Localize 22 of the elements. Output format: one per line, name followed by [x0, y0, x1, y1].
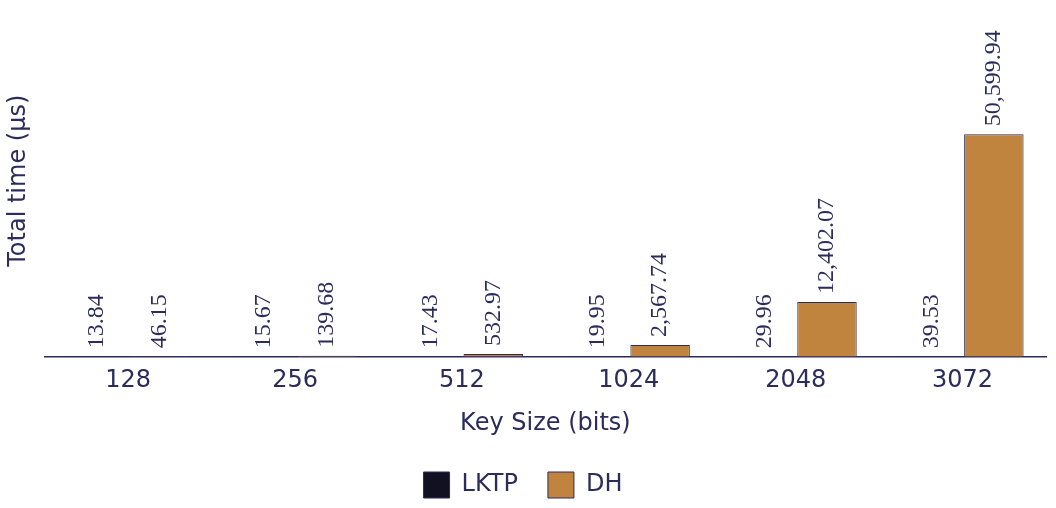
- legend-label: DH: [585, 469, 623, 498]
- data-label: 39.53: [916, 294, 943, 349]
- x-tick-label: 1024: [598, 365, 660, 394]
- data-label: 13.84: [82, 294, 109, 349]
- data-label: 532.97: [478, 280, 505, 347]
- x-tick-label: 256: [272, 365, 319, 394]
- data-label: 12,402.07: [812, 197, 839, 294]
- x-tick-label: 128: [105, 365, 152, 394]
- data-label: 46.15: [144, 294, 171, 349]
- data-label: 19.95: [582, 294, 609, 349]
- data-label: 2,567.74: [645, 253, 672, 338]
- data-label: 139.68: [311, 281, 338, 348]
- data-label: 15.67: [249, 294, 276, 349]
- x-tick-label: 512: [439, 365, 485, 394]
- x-tick-label: 2048: [765, 365, 827, 394]
- data-label: 29.96: [749, 294, 776, 349]
- x-tick-label: 3072: [932, 365, 994, 394]
- legend-label: LKTP: [461, 469, 518, 498]
- data-label: 50,599.94: [979, 30, 1006, 127]
- y-axis-title: Total time (μs): [2, 94, 31, 268]
- data-label: 17.43: [415, 294, 442, 349]
- x-axis-title: Key Size (bits): [460, 407, 631, 436]
